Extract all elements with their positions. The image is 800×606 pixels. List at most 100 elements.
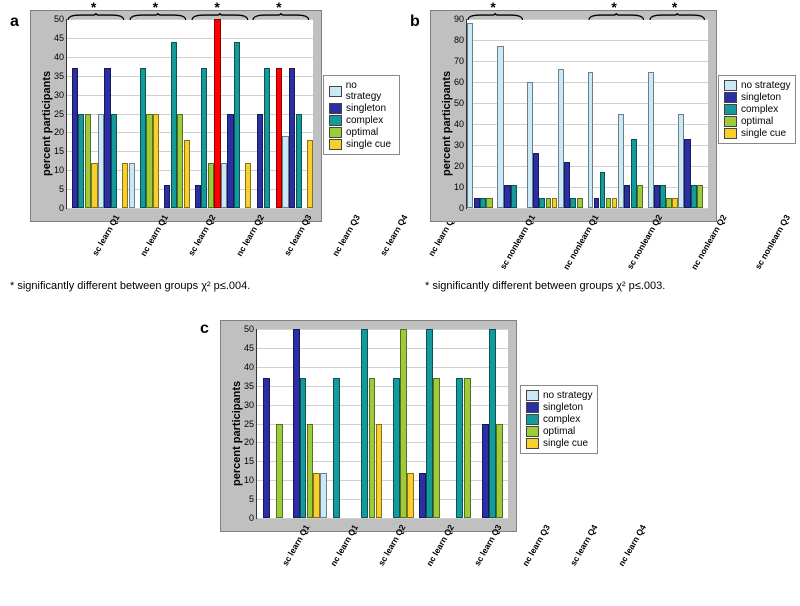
x-axis-label: nc learn Q1: [328, 521, 361, 568]
bar: [184, 140, 190, 208]
bar: [146, 114, 152, 209]
x-axis-label: sc learn Q3: [472, 521, 505, 567]
legend-label: complex: [741, 104, 778, 115]
ytick-label: 10: [54, 165, 67, 175]
bar: [333, 378, 340, 518]
bar: [666, 198, 672, 209]
bar: [533, 153, 539, 208]
bar: [289, 68, 295, 208]
x-axis-label: nc learn Q2: [234, 211, 267, 258]
panel-c-xlabels: sc learn Q1nc learn Q1sc learn Q2nc lear…: [256, 521, 508, 531]
swatch-no-strategy: [329, 86, 342, 97]
ytick-label: 25: [54, 109, 67, 119]
ytick-label: 15: [54, 146, 67, 156]
x-axis-label: nc learn Q4: [616, 521, 649, 568]
bar: [140, 68, 146, 208]
panel-a-label: a: [10, 13, 19, 31]
bar: [594, 198, 600, 209]
swatch-optimal: [526, 426, 539, 437]
bar: [539, 198, 545, 209]
bar: [153, 114, 159, 209]
x-axis-label: sc learn Q2: [376, 521, 409, 567]
bar: [171, 42, 177, 208]
bar: [648, 72, 654, 209]
ytick-label: 30: [454, 140, 467, 150]
bar-group: [383, 329, 414, 518]
bar: [577, 198, 583, 209]
legend-label: no strategy: [346, 80, 394, 102]
bar: [691, 185, 697, 208]
bar-group: [351, 329, 382, 518]
ytick-label: 30: [244, 400, 257, 410]
bar: [637, 185, 643, 208]
bar: [474, 198, 480, 209]
bar: [482, 424, 489, 519]
swatch-complex: [724, 104, 737, 115]
ytick-label: 20: [454, 161, 467, 171]
panel-c-legend: no strategy singleton complex optimal si…: [520, 385, 598, 454]
swatch-singleton: [329, 103, 342, 114]
x-axis-label: sc learn Q4: [378, 211, 411, 257]
bar: [618, 114, 624, 209]
bar-group: [288, 329, 319, 518]
legend-item-single-cue: single cue: [329, 139, 394, 150]
bar: [631, 139, 637, 208]
legend-item-single-cue: single cue: [526, 438, 592, 449]
bar: [570, 198, 576, 209]
legend-item-complex: complex: [724, 104, 790, 115]
sig-asterisk: *: [153, 0, 158, 15]
swatch-singleton: [724, 92, 737, 103]
legend-label: complex: [543, 414, 580, 425]
bar: [98, 114, 104, 209]
legend-item-single-cue: single cue: [724, 128, 790, 139]
bar: [122, 163, 128, 208]
ytick-label: 20: [54, 127, 67, 137]
bar: [678, 114, 684, 209]
bar: [684, 139, 690, 208]
bar-group: [282, 19, 313, 208]
sig-asterisk: *: [672, 0, 677, 15]
bar: [227, 114, 233, 209]
bar-group: [497, 19, 527, 208]
bar: [195, 185, 201, 208]
bar: [320, 473, 327, 518]
legend-item-no-strategy: no strategy: [724, 80, 790, 91]
x-axis-label: sc learn Q1: [90, 211, 123, 257]
ytick-label: 35: [244, 381, 257, 391]
sig-asterisk: *: [214, 0, 219, 15]
panel-b-chartbox: 0102030405060708090 percent participants…: [430, 10, 717, 222]
panel-a-plot: 05101520253035404550: [66, 19, 313, 209]
bar: [369, 378, 376, 518]
bar: [426, 329, 433, 518]
x-axis-label: sc nonlearn Q1: [498, 211, 538, 271]
ytick-label: 40: [244, 362, 257, 372]
bar: [504, 185, 510, 208]
panel-c-chartbox: 05101520253035404550 percent participant…: [220, 320, 517, 532]
panel-b-footnote: * significantly different between groups…: [425, 280, 665, 292]
bar: [276, 68, 283, 208]
panel-a-xlabels: sc learn Q1nc learn Q1sc learn Q2nc lear…: [66, 211, 313, 221]
legend-item-singleton: singleton: [329, 103, 394, 114]
panel-a-chartbox: 05101520253035404550 percent participant…: [30, 10, 322, 222]
legend-label: single cue: [543, 438, 588, 449]
bar: [654, 185, 660, 208]
panel-a-sigmarks: ****: [65, 3, 312, 23]
bars-row: [257, 329, 508, 518]
bar-group: [467, 19, 497, 208]
ytick-label: 10: [454, 182, 467, 192]
bar: [221, 163, 227, 208]
bar: [624, 185, 630, 208]
panel-a-ylabel: percent participants: [41, 71, 53, 176]
bar: [177, 114, 183, 209]
bar: [72, 68, 78, 208]
bar: [497, 46, 503, 208]
x-axis-label: sc learn Q1: [280, 521, 313, 567]
bar: [464, 378, 471, 518]
legend-label: single cue: [346, 139, 391, 150]
bar: [307, 424, 313, 519]
bar: [419, 473, 426, 518]
legend-item-complex: complex: [526, 414, 592, 425]
legend-label: singleton: [741, 92, 781, 103]
bar: [85, 114, 91, 209]
bar: [600, 172, 606, 208]
